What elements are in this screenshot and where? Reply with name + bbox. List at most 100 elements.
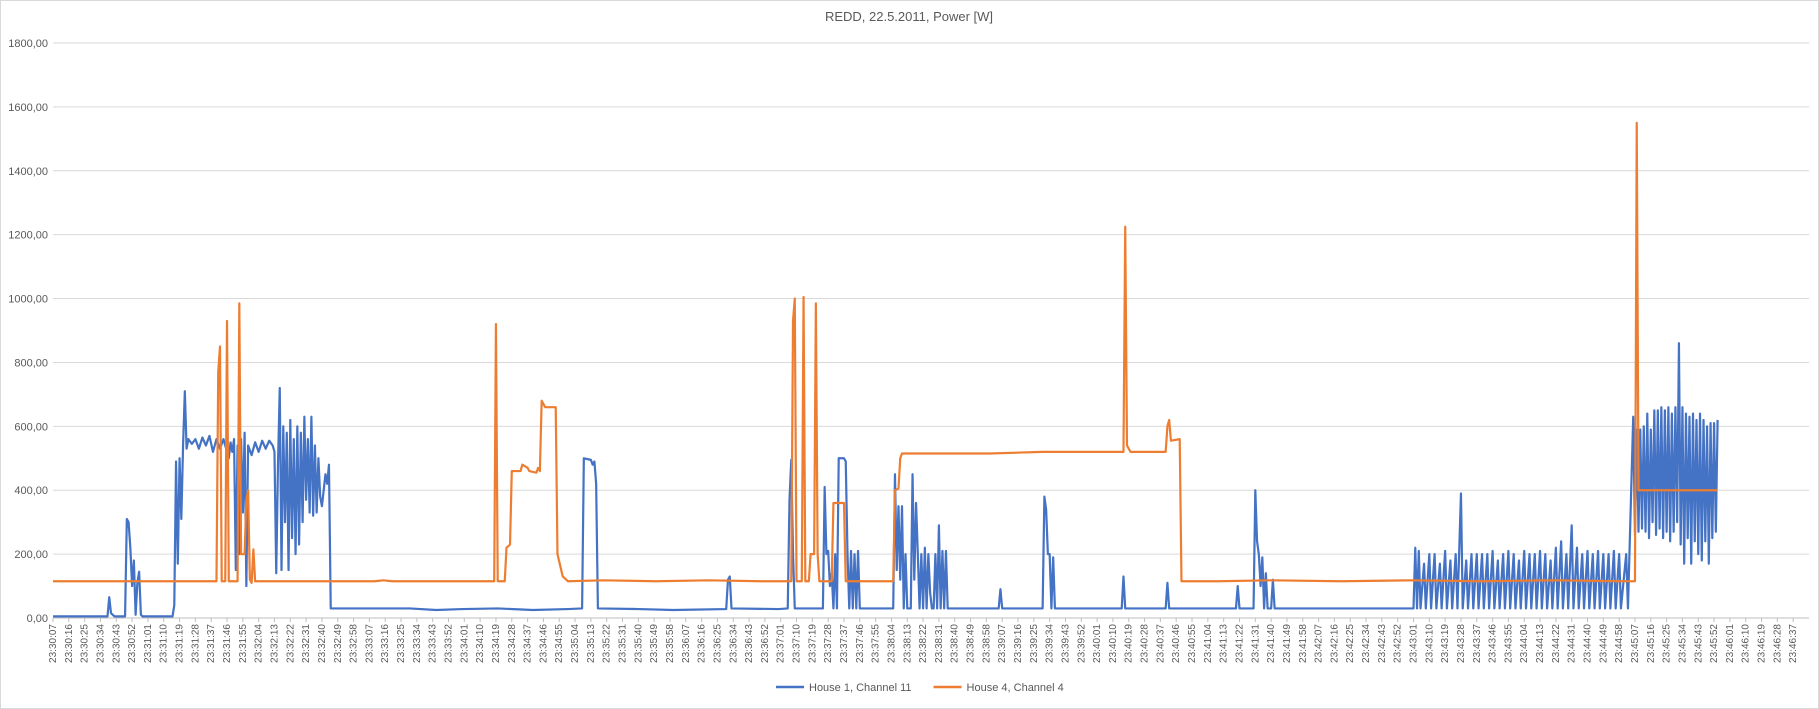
x-tick-label: 23:32:13 <box>269 624 280 663</box>
x-tick-label: 23:36:34 <box>728 624 739 663</box>
x-tick-label: 23:37:37 <box>839 624 850 663</box>
x-tick-label: 23:41:58 <box>1298 624 1309 663</box>
x-tick-label: 23:46:10 <box>1741 624 1752 663</box>
x-tick-label: 23:44:04 <box>1519 624 1530 663</box>
series-line-2 <box>53 121 1718 584</box>
y-axis-ticks: 0,00 200,00 400,00 600,00 800,00 1000,00 1200,… <box>8 38 48 625</box>
x-tick-label: 23:37:28 <box>823 624 834 663</box>
x-tick-label: 23:32:31 <box>301 624 312 663</box>
x-tick-label: 23:41:49 <box>1282 624 1293 663</box>
y-tick-label: 1400,00 <box>8 166 48 178</box>
x-tick-label: 23:45:52 <box>1709 624 1720 663</box>
x-tick-label: 23:36:07 <box>681 624 692 663</box>
y-tick-label: 1600,00 <box>8 102 48 114</box>
x-tick-label: 23:38:31 <box>934 624 945 663</box>
x-tick-label: 23:42:25 <box>1345 624 1356 663</box>
x-tick-label: 23:37:46 <box>855 624 866 663</box>
y-tick-label: 1000,00 <box>8 294 48 306</box>
x-tick-label: 23:34:19 <box>491 624 502 663</box>
x-tick-label: 23:34:10 <box>475 624 486 663</box>
x-tick-label: 23:44:22 <box>1551 624 1562 663</box>
x-tick-label: 23:38:04 <box>886 624 897 663</box>
x-tick-label: 23:46:37 <box>1788 624 1799 663</box>
x-tick-label: 23:46:28 <box>1772 624 1783 663</box>
legend: House 1, Channel 11 House 4, Channel 4 <box>776 682 1064 694</box>
x-tick-label: 23:35:40 <box>633 624 644 663</box>
x-tick-label: 23:34:46 <box>538 624 549 663</box>
x-tick-label: 23:39:16 <box>1013 624 1024 663</box>
x-tick-label: 23:32:58 <box>349 624 360 663</box>
x-tick-label: 23:30:43 <box>111 624 122 663</box>
x-tick-label: 23:43:55 <box>1503 624 1514 663</box>
x-tick-label: 23:36:43 <box>744 624 755 663</box>
x-tick-label: 23:44:58 <box>1614 624 1625 663</box>
x-tick-label: 23:45:43 <box>1693 624 1704 663</box>
x-tick-label: 23:42:34 <box>1361 624 1372 663</box>
x-tick-label: 23:40:37 <box>1155 624 1166 663</box>
x-tick-label: 23:44:40 <box>1583 624 1594 663</box>
x-tick-label: 23:30:16 <box>64 624 75 663</box>
x-tick-label: 23:37:01 <box>776 624 787 663</box>
x-tick-label: 23:34:55 <box>554 624 565 663</box>
x-tick-label: 23:38:49 <box>966 624 977 663</box>
x-tick-label: 23:41:40 <box>1266 624 1277 663</box>
legend-label-2: House 4, Channel 4 <box>967 682 1064 694</box>
x-tick-label: 23:42:16 <box>1329 624 1340 663</box>
x-tick-label: 23:43:37 <box>1472 624 1483 663</box>
x-tick-label: 23:43:46 <box>1488 624 1499 663</box>
x-tick-label: 23:43:19 <box>1440 624 1451 663</box>
y-tick-label: 200,00 <box>14 549 48 561</box>
x-tick-label: 23:43:28 <box>1456 624 1467 663</box>
x-tick-label: 23:41:13 <box>1219 624 1230 663</box>
x-tick-label: 23:30:52 <box>127 624 138 663</box>
x-tick-label: 23:34:28 <box>507 624 518 663</box>
series-line-1 <box>53 342 1719 618</box>
x-tick-label: 23:33:52 <box>443 624 454 663</box>
x-tick-label: 23:32:04 <box>254 624 265 663</box>
x-tick-label: 23:42:43 <box>1377 624 1388 663</box>
series-lines <box>53 121 1719 618</box>
x-tick-label: 23:40:01 <box>1092 624 1103 663</box>
x-tick-label: 23:35:04 <box>570 624 581 663</box>
x-tick-label: 23:45:25 <box>1662 624 1673 663</box>
x-tick-label: 23:30:07 <box>48 624 59 663</box>
x-tick-label: 23:39:52 <box>1076 624 1087 663</box>
x-tick-label: 23:33:07 <box>364 624 375 663</box>
x-tick-label: 23:35:31 <box>618 624 629 663</box>
y-tick-label: 0,00 <box>27 613 48 625</box>
x-tick-label: 23:45:07 <box>1630 624 1641 663</box>
x-tick-label: 23:46:01 <box>1725 624 1736 663</box>
x-tick-label: 23:37:10 <box>792 624 803 663</box>
x-tick-label: 23:39:07 <box>997 624 1008 663</box>
x-tick-label: 23:32:40 <box>317 624 328 663</box>
x-tick-label: 23:40:10 <box>1108 624 1119 663</box>
x-tick-label: 23:36:52 <box>760 624 771 663</box>
gridlines <box>53 42 1809 619</box>
x-tick-label: 23:30:34 <box>95 624 106 663</box>
x-tick-label: 23:30:25 <box>80 624 91 663</box>
x-tick-label: 23:45:34 <box>1677 624 1688 663</box>
x-tick-label: 23:33:16 <box>380 624 391 663</box>
x-tick-label: 23:32:49 <box>333 624 344 663</box>
y-tick-label: 800,00 <box>14 357 48 369</box>
x-tick-label: 23:36:25 <box>712 624 723 663</box>
x-tick-label: 23:44:13 <box>1535 624 1546 663</box>
x-tick-label: 23:36:16 <box>697 624 708 663</box>
legend-label-1: House 1, Channel 11 <box>809 682 912 694</box>
x-tick-label: 23:34:01 <box>459 624 470 663</box>
x-tick-label: 23:42:07 <box>1314 624 1325 663</box>
x-tick-label: 23:35:58 <box>665 624 676 663</box>
x-tick-label: 23:35:49 <box>649 624 660 663</box>
x-tick-label: 23:40:28 <box>1140 624 1151 663</box>
x-tick-label: 23:39:34 <box>1045 624 1056 663</box>
x-tick-label: 23:31:19 <box>175 624 186 663</box>
x-tick-label: 23:43:10 <box>1424 624 1435 663</box>
x-tick-label: 23:42:52 <box>1393 624 1404 663</box>
x-tick-label: 23:41:31 <box>1250 624 1261 663</box>
x-tick-label: 23:44:31 <box>1567 624 1578 663</box>
x-tick-label: 23:31:46 <box>222 624 233 663</box>
x-tick-label: 23:40:46 <box>1171 624 1182 663</box>
chart-title: REDD, 22.5.2011, Power [W] <box>825 9 993 24</box>
